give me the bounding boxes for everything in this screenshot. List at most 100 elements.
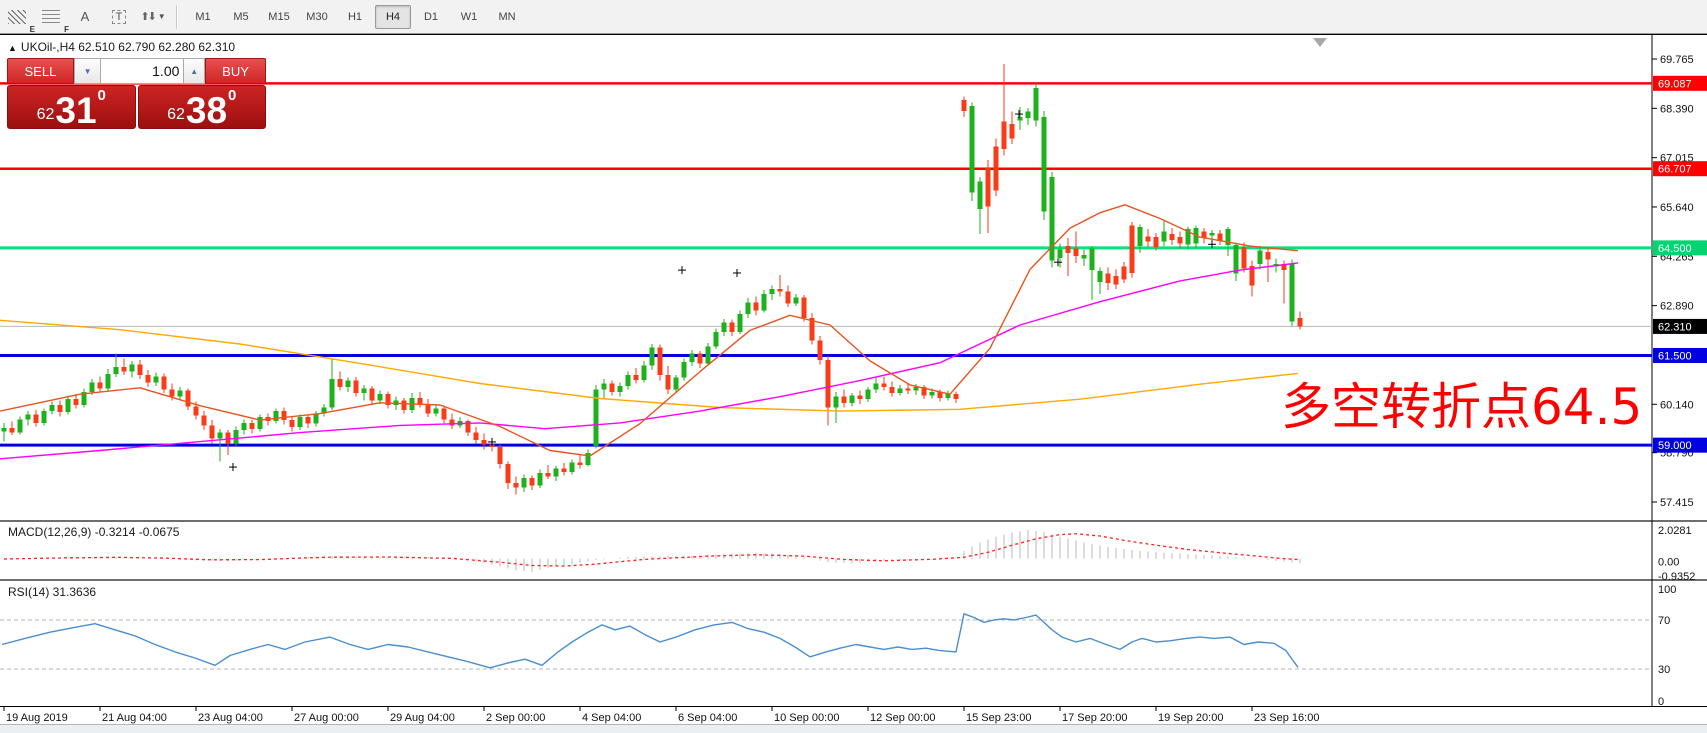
x-tick-label[interactable]: 19 Sep 20:00 [1158,712,1223,724]
buy-price-button[interactable]: 62 38 0 [137,85,266,129]
equidistant-channel-icon[interactable]: E [2,3,35,34]
text-label-icon[interactable]: A [80,9,90,24]
candle-body [505,463,511,483]
macd-scale-label: 2.0281 [1658,525,1692,537]
candle-body [977,181,983,210]
volume-increase-button[interactable]: ▲ [183,58,206,84]
fibonacci-icon[interactable]: F [36,3,69,34]
candle-body [441,408,447,420]
analysis-annotation[interactable]: 多空转折点64.5 [1281,378,1643,436]
x-tick-label[interactable]: 27 Aug 00:00 [294,712,359,724]
candle-body [889,387,895,394]
candle-body [825,359,831,408]
arrows-icon[interactable]: ⬆⬇ ▼ [140,11,166,23]
candle-body [401,400,407,411]
sell-price-sup: 0 [97,87,106,104]
x-tick-label[interactable]: 19 Aug 2019 [6,712,68,724]
candle-body [913,387,919,391]
tab-timeframe-M15[interactable]: M15 [268,10,290,23]
candle-body [729,322,735,333]
candle-body [377,394,383,401]
candle-body [521,478,527,488]
x-tick-label[interactable]: 23 Aug 04:00 [198,712,263,724]
chart-window: 69.765 68.390 67.015 65.640 64.265 62.890 60.1… [0,34,1707,733]
tab-timeframe-MN[interactable]: MN [498,10,516,23]
candle-body [713,332,719,347]
candle-body [393,400,399,405]
sell-button[interactable]: SELL [7,58,74,84]
tab-timeframe-W1[interactable]: W1 [460,10,478,23]
candle-body [905,388,911,391]
y-tick-label: 57.415 [1660,497,1694,509]
chart-canvas[interactable]: 69.76568.39067.01565.64064.26562.89060.1… [0,35,1707,732]
text-icon[interactable]: T [104,3,134,31]
tab-timeframe-D1[interactable]: D1 [423,10,439,23]
rsi-scale-label: 100 [1658,584,1676,596]
candle-body [689,353,695,362]
x-tick-label[interactable]: 15 Sep 23:00 [966,712,1031,724]
tab-timeframe-M1[interactable]: M1 [195,10,211,23]
candle-body [641,365,647,380]
x-tick-label[interactable]: 4 Sep 04:00 [582,712,641,724]
symbol-triangle-icon: ▲ [8,43,17,53]
tab-timeframe-M30[interactable]: M30 [306,10,328,23]
x-tick-label[interactable]: 2 Sep 00:00 [486,712,545,724]
candle-body [585,453,591,465]
price-label-bg-61.500 [1653,347,1707,363]
candle-body [681,361,687,378]
x-tick-label[interactable]: 17 Sep 20:00 [1062,712,1127,724]
candle-body [345,380,351,388]
candle-body [281,411,287,421]
volume-input[interactable] [101,58,184,84]
tab-timeframe-H4[interactable]: H4 [375,4,411,29]
candle-body [1065,246,1071,254]
candle-body [41,411,47,423]
candle-body [1017,116,1023,121]
candle-body [249,422,255,430]
candle-body [313,413,319,424]
candle-body [697,353,703,364]
candle-body [233,430,239,444]
x-tick-label[interactable]: 10 Sep 00:00 [774,712,839,724]
candle-body [225,432,231,444]
candle-body [1177,237,1183,244]
candle-body [1033,88,1039,121]
candle-body [817,340,823,360]
candle-body [1113,275,1119,285]
volume-decrease-button[interactable]: ▼ [73,58,102,84]
candle-body [177,390,183,397]
tab-timeframe-H1[interactable]: H1 [347,10,363,23]
rsi-scale-label: 70 [1658,615,1670,627]
candle-body [337,378,343,388]
candle-body [209,425,215,439]
candle-body [1249,265,1255,286]
candle-body [809,317,815,341]
candle-body [801,297,807,318]
candle-body [297,417,303,428]
candle-body [633,375,639,380]
candle-body [97,382,103,389]
tab-timeframe-M5[interactable]: M5 [233,10,249,23]
x-tick-label[interactable]: 23 Sep 16:00 [1254,712,1319,724]
sell-price-button[interactable]: 62 31 0 [7,85,136,129]
candle-body [1265,252,1271,260]
buy-button[interactable]: BUY [205,58,266,84]
ma-mid-line [0,262,1299,460]
candle-body [1257,250,1263,265]
candle-body [953,394,959,400]
chart-shift-marker-icon[interactable] [1313,38,1327,47]
candle-body [705,346,711,364]
x-tick-label[interactable]: 12 Sep 00:00 [870,712,935,724]
candle-body [1209,232,1215,236]
x-tick-label[interactable]: 6 Sep 04:00 [678,712,737,724]
x-tick-label[interactable]: 21 Aug 04:00 [102,712,167,724]
candle-body [129,364,135,372]
candle-body [761,293,767,311]
candle-body [937,392,943,398]
x-tick-label[interactable]: 29 Aug 04:00 [390,712,455,724]
candle-body [1081,255,1087,259]
candle-body [57,404,63,413]
candle-body [1009,124,1015,139]
candle-body [593,389,599,446]
ma-slow-line [0,319,1299,412]
